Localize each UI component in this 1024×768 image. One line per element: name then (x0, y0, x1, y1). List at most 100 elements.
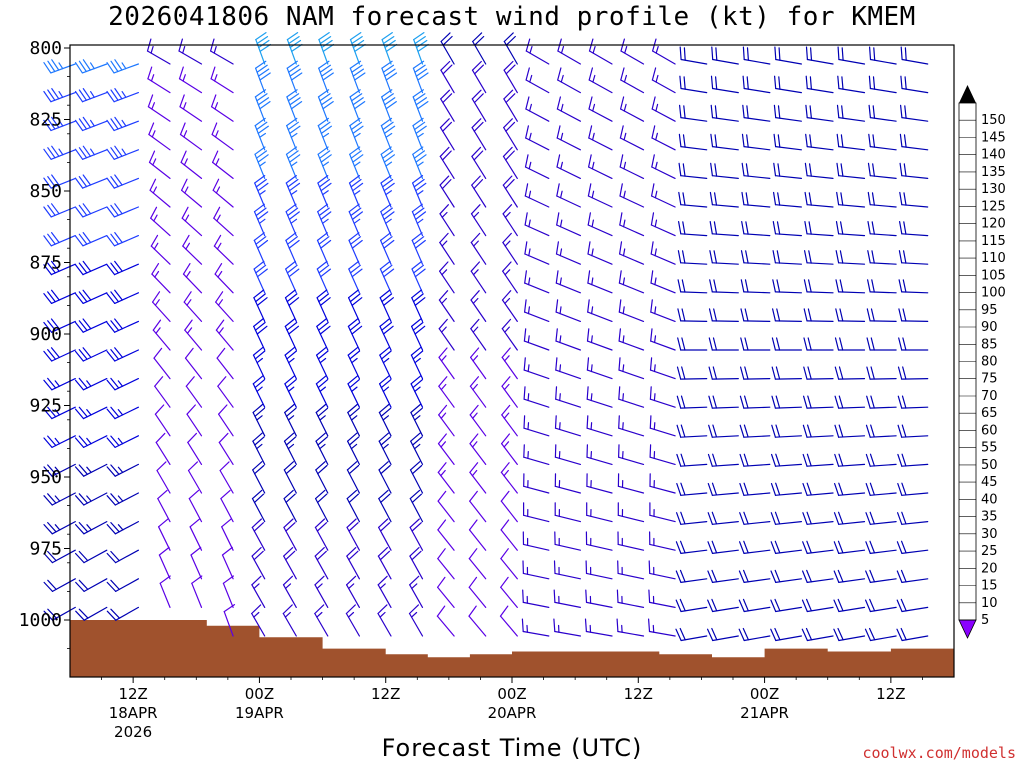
barb-full (586, 386, 589, 400)
barb-full (803, 337, 808, 351)
barb-full (114, 347, 124, 358)
wind-barb (317, 146, 332, 179)
barb-full (437, 576, 446, 588)
wind-barb (469, 404, 487, 437)
wind-barb (43, 435, 76, 448)
barb-full (219, 461, 230, 472)
wind-barb (650, 212, 676, 237)
wind-barb (215, 291, 234, 322)
barb-full (182, 234, 190, 247)
barb-half (473, 211, 480, 218)
barb-full (285, 175, 297, 184)
barb-full (213, 206, 221, 219)
barb-full (188, 489, 200, 500)
barb-full (867, 162, 871, 177)
wind-barb (525, 96, 550, 122)
wind-barb (897, 453, 929, 467)
barb-staff (188, 498, 203, 523)
wind-barb (253, 260, 268, 294)
barb-full (840, 134, 844, 148)
wind-barb (212, 178, 234, 208)
barb-full (318, 60, 330, 69)
barb-full (438, 376, 448, 387)
wind-barb (708, 366, 739, 380)
barb-full (43, 235, 52, 247)
barb-full (841, 105, 844, 119)
wind-barb (833, 627, 866, 642)
barb-full (381, 236, 393, 245)
wind-barb (524, 212, 550, 237)
barb-half (253, 583, 260, 590)
barb-half (322, 161, 329, 167)
barb-full (114, 203, 123, 215)
barb-full (619, 96, 625, 110)
barb-full (902, 279, 907, 293)
barb-full (898, 250, 903, 264)
barb-full (288, 297, 300, 306)
wind-barb (772, 279, 803, 294)
wind-barb (556, 154, 582, 179)
barb-full (437, 462, 447, 473)
barb-half (559, 364, 562, 373)
barb-staff (153, 357, 171, 380)
barb-full (417, 100, 429, 110)
wind-barb (707, 598, 739, 613)
barb-full (807, 395, 812, 409)
barb-half (440, 412, 447, 419)
barb-full (803, 308, 808, 322)
barb-half (347, 611, 355, 618)
barb-full (106, 235, 116, 247)
barb-full (347, 318, 359, 327)
barb-full (650, 212, 655, 226)
barb-full (707, 599, 714, 613)
barb-half (154, 299, 160, 306)
wind-barb (741, 133, 771, 151)
y-tick-label: 800 (29, 38, 62, 59)
colorbar-label: 20 (981, 561, 998, 576)
barb-full (746, 47, 750, 61)
barb-full (382, 64, 395, 73)
barb-half (216, 242, 222, 250)
barb-full (777, 163, 781, 177)
barb-half (441, 211, 448, 218)
barb-full (470, 290, 480, 301)
barb-full (43, 350, 53, 362)
barb-full (288, 35, 300, 45)
barb-half (217, 270, 223, 278)
barb-full (348, 175, 360, 184)
barb-full (801, 599, 808, 613)
barb-full (47, 435, 57, 447)
barb-full (82, 145, 92, 157)
wind-barb (470, 232, 487, 265)
wind-barb (439, 204, 455, 237)
x-tick-label: 00Z (497, 685, 526, 703)
barb-half (353, 132, 361, 138)
barb-full (677, 308, 682, 322)
barb-half (527, 364, 530, 373)
barb-half (528, 190, 532, 199)
barb-full (772, 250, 777, 264)
wind-barb (619, 154, 645, 179)
barb-full (501, 404, 511, 416)
wind-barb (251, 546, 266, 580)
barb-full (378, 403, 390, 414)
wind-barb (408, 604, 424, 637)
barb-full (47, 176, 56, 188)
barb-full (836, 162, 840, 177)
wind-barb (187, 461, 203, 494)
barb-full (110, 579, 120, 591)
barb-half (414, 386, 421, 392)
wind-barb (709, 279, 739, 294)
wind-barb (586, 473, 613, 494)
barb-full (835, 279, 840, 293)
barb-full (442, 35, 453, 46)
barb-full (413, 264, 424, 274)
wind-barb (555, 241, 582, 265)
barb-full (74, 552, 85, 564)
barb-full (114, 59, 123, 71)
barb-full (317, 436, 328, 446)
wind-barb (438, 404, 455, 437)
wind-barb (252, 375, 266, 408)
barb-half (654, 219, 658, 228)
barb-full (257, 68, 270, 77)
